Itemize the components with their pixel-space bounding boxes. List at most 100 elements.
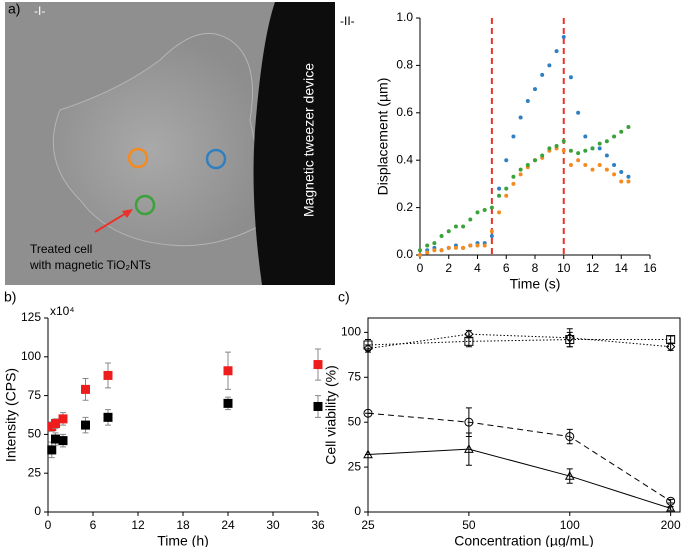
x-axis-label: Time (s) [510, 276, 561, 292]
marker [597, 146, 602, 151]
x-tick-label: 200 [661, 518, 681, 532]
marker [363, 343, 373, 354]
marker [511, 181, 516, 186]
marker [439, 248, 444, 253]
x-tick-label: 30 [266, 518, 280, 532]
marker [583, 148, 588, 153]
y-tick-label: 100 [21, 349, 41, 363]
y-tick-label: 0 [34, 504, 41, 518]
annotation: with magnetic TiO₂NTs [29, 258, 151, 272]
y-tick-label: 0.8 [396, 58, 413, 72]
marker [81, 384, 90, 394]
marker [51, 434, 60, 444]
y-tick-label: 75 [348, 369, 362, 383]
error-bar [667, 506, 674, 511]
marker [497, 186, 502, 191]
marker [604, 167, 609, 172]
marker [612, 134, 617, 139]
x-tick-label: 100 [560, 518, 580, 532]
marker [497, 210, 502, 215]
y-axis-label: Cell viability (%) [323, 365, 339, 465]
marker [47, 445, 57, 455]
marker [547, 146, 552, 151]
marker [425, 243, 430, 248]
marker [561, 34, 566, 39]
marker [453, 245, 458, 250]
marker [568, 162, 573, 167]
marker [446, 229, 451, 234]
marker [533, 87, 537, 92]
marker [464, 417, 474, 427]
marker [489, 229, 494, 234]
marker [461, 245, 466, 250]
x-tick-label: 0 [417, 261, 424, 275]
marker [504, 186, 509, 191]
panel-label: c) [338, 289, 350, 305]
x-axis-label: Time (h) [157, 533, 209, 547]
marker [554, 143, 559, 148]
marker [564, 471, 575, 480]
marker [565, 432, 575, 442]
marker [418, 248, 422, 253]
x-tick-label: 14 [615, 261, 629, 275]
marker [568, 148, 573, 153]
marker [665, 342, 676, 352]
y-multiplier: x10⁴ [50, 304, 75, 318]
marker [504, 193, 509, 198]
micrograph: a) -I- Magnetic tweezer device Treated c… [5, 1, 335, 285]
marker [597, 141, 602, 146]
x-tick-label: 4 [474, 261, 481, 275]
y-tick-label: 50 [28, 427, 42, 441]
marker [497, 193, 502, 198]
x-axis-label: Concentration (µg/mL) [454, 533, 594, 547]
marker [518, 115, 523, 120]
marker [619, 129, 624, 134]
series-line [367, 339, 671, 346]
error-bar [566, 328, 573, 348]
error-bar [667, 498, 674, 504]
marker [489, 205, 494, 210]
marker [58, 414, 68, 424]
marker [468, 217, 473, 222]
marker [612, 162, 617, 167]
x-tick-label: 2 [445, 261, 452, 275]
marker [223, 398, 233, 408]
marker [432, 248, 437, 253]
marker [583, 162, 588, 167]
y-tick-label: 0 [354, 504, 361, 518]
marker [482, 207, 487, 212]
y-tick-label: 0.0 [396, 247, 413, 261]
plot-frame [367, 317, 681, 513]
marker [554, 49, 559, 54]
error-bar [465, 432, 472, 466]
marker [576, 110, 581, 115]
marker [103, 370, 113, 380]
marker [511, 134, 516, 139]
annotation: Treated cell [30, 242, 92, 256]
marker [518, 172, 523, 177]
marker [619, 179, 624, 184]
marker [561, 148, 566, 153]
marker [464, 444, 474, 453]
x-tick-label: 50 [462, 518, 476, 532]
marker [475, 243, 480, 248]
marker [533, 158, 537, 163]
marker [313, 360, 323, 370]
x-tick-label: 18 [176, 518, 190, 532]
marker [58, 436, 68, 446]
marker [518, 167, 523, 172]
marker [565, 333, 575, 343]
x-tick-label: 12 [586, 261, 600, 275]
marker [439, 234, 444, 239]
series-line [367, 333, 671, 350]
panel-tag: -II- [340, 14, 355, 28]
marker [583, 134, 588, 139]
y-axis-label: Displacement (µm) [375, 78, 391, 196]
y-tick-label: 50 [348, 414, 362, 428]
x-tick-label: 25 [361, 518, 375, 532]
x-tick-label: 8 [532, 261, 539, 275]
marker [223, 366, 233, 376]
marker [446, 245, 451, 250]
marker [665, 503, 676, 513]
